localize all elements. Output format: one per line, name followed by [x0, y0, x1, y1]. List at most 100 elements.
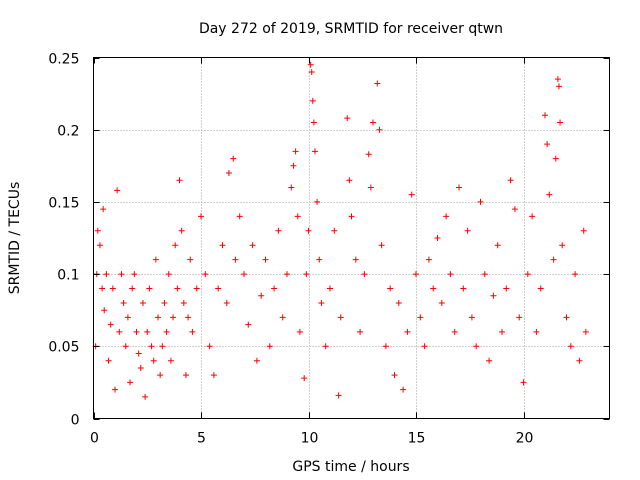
- data-point: [572, 271, 579, 278]
- data-point: [348, 213, 355, 220]
- x-tick-label: 5: [197, 431, 206, 447]
- plot-frame: [93, 57, 610, 419]
- data-point: [301, 375, 308, 382]
- data-point: [365, 151, 372, 158]
- y-tick-label: 0.15: [48, 196, 79, 212]
- data-point: [176, 177, 183, 184]
- data-point: [105, 357, 112, 364]
- data-point: [404, 328, 411, 335]
- data-point: [391, 372, 398, 379]
- data-point: [346, 177, 353, 184]
- data-point: [225, 170, 232, 177]
- data-point: [443, 213, 450, 220]
- x-tick-label: 15: [408, 431, 426, 447]
- data-point: [118, 271, 125, 278]
- data-point: [464, 227, 471, 234]
- data-point: [284, 271, 290, 278]
- data-point: [314, 198, 321, 205]
- data-point: [537, 285, 544, 292]
- data-point: [206, 343, 213, 350]
- data-point: [567, 343, 574, 350]
- data-point: [544, 141, 551, 148]
- x-tick-label: 0: [90, 431, 99, 447]
- data-point: [303, 271, 310, 278]
- data-point: [352, 256, 359, 263]
- axis-ticks: 0 0.05 0.1 0.15 0.2 0.25 0 5 10 15 20: [48, 52, 610, 447]
- data-point: [187, 256, 194, 263]
- data-point: [127, 379, 134, 386]
- data-point: [258, 292, 265, 299]
- data-point: [146, 285, 153, 292]
- data-point: [172, 242, 179, 249]
- data-point: [451, 328, 458, 335]
- data-point: [210, 372, 217, 379]
- data-point: [316, 256, 323, 263]
- data-point: [400, 386, 407, 393]
- data-point: [271, 285, 278, 292]
- data-point: [155, 314, 161, 321]
- data-point: [294, 213, 301, 220]
- data-point: [288, 184, 295, 191]
- data-point: [554, 76, 561, 83]
- data-point: [311, 148, 318, 155]
- data-point: [337, 314, 344, 321]
- data-point: [434, 235, 441, 241]
- y-tick-label: 0.1: [57, 268, 79, 284]
- grid-lines: [93, 57, 610, 419]
- data-point: [279, 314, 286, 321]
- data-point: [109, 285, 116, 292]
- data-point: [122, 343, 129, 350]
- data-point: [96, 242, 103, 249]
- data-point: [408, 191, 415, 198]
- data-point: [139, 299, 146, 306]
- data-point: [135, 350, 142, 357]
- data-point: [262, 256, 269, 263]
- data-point: [430, 285, 437, 292]
- data-point: [559, 242, 566, 249]
- data-point: [582, 328, 589, 335]
- data-point: [503, 285, 510, 292]
- data-point: [382, 343, 389, 350]
- data-point: [230, 155, 237, 162]
- data-point: [129, 285, 136, 292]
- data-point: [378, 242, 385, 249]
- data-point: [563, 314, 570, 321]
- data-point: [131, 271, 138, 278]
- data-point: [387, 285, 394, 292]
- x-tick-label: 10: [301, 431, 319, 447]
- data-point: [290, 162, 297, 169]
- data-point: [152, 256, 159, 263]
- data-point: [120, 299, 127, 306]
- data-point: [241, 271, 247, 278]
- data-point: [417, 314, 424, 321]
- data-point: [292, 148, 299, 155]
- data-point: [309, 97, 316, 104]
- data-point: [144, 328, 151, 335]
- data-point: [223, 299, 230, 306]
- data-point: [438, 299, 445, 306]
- data-point: [305, 227, 312, 234]
- data-point: [331, 227, 338, 234]
- data-point: [275, 227, 282, 234]
- y-tick-label: 0: [71, 413, 80, 429]
- data-points: [92, 61, 589, 400]
- data-point: [161, 299, 168, 306]
- data-point: [576, 357, 583, 364]
- data-point: [395, 299, 402, 306]
- data-point: [421, 343, 428, 350]
- data-point: [481, 271, 488, 278]
- data-point: [253, 357, 260, 364]
- data-point: [425, 256, 432, 263]
- data-point: [456, 184, 462, 191]
- data-point: [555, 83, 562, 90]
- data-point: [232, 256, 239, 263]
- data-point: [507, 177, 514, 184]
- data-point: [490, 292, 497, 299]
- data-point: [202, 271, 209, 278]
- data-point: [103, 271, 110, 278]
- y-tick-label: 0.25: [48, 52, 79, 68]
- data-point: [112, 386, 118, 393]
- data-point: [165, 271, 172, 278]
- data-point: [189, 328, 196, 335]
